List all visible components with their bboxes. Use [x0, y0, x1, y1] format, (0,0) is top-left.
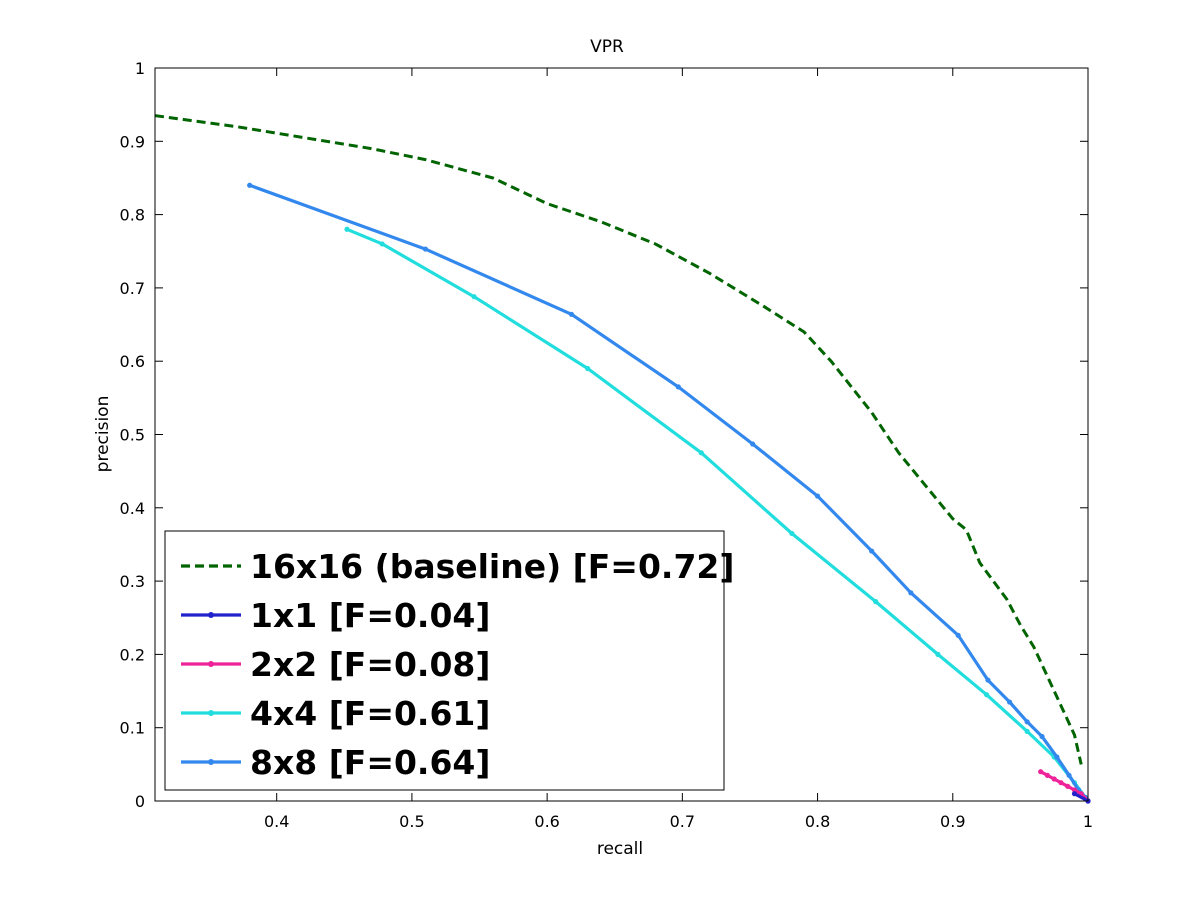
x-tick-label: 0.8 [805, 812, 830, 831]
legend-marker [208, 661, 214, 667]
data-point [869, 548, 875, 554]
data-point [1054, 754, 1060, 760]
chart-title: VPR [590, 37, 624, 57]
legend-label: 8x8 [F=0.64] [250, 743, 490, 782]
y-tick-label: 0.7 [120, 279, 145, 298]
x-tick-label: 0.4 [264, 812, 289, 831]
data-point [1058, 780, 1064, 786]
y-tick-label: 0.5 [120, 426, 145, 445]
data-point [1071, 791, 1078, 797]
data-point [247, 182, 253, 188]
data-point [675, 384, 681, 390]
y-tick-label: 0.6 [120, 352, 145, 371]
y-tick-label: 0.8 [120, 206, 145, 225]
data-point [1051, 776, 1057, 782]
data-point [789, 530, 795, 537]
y-tick-label: 0.3 [120, 572, 145, 591]
data-point [1065, 783, 1071, 789]
x-tick-label: 1 [1083, 812, 1093, 831]
legend-marker [208, 710, 214, 716]
legend-label: 4x4 [F=0.61] [250, 694, 490, 733]
y-axis: 0 0.1 0.2 0.3 0.4 0.5 0.6 0.7 0.8 0.9 1 [120, 59, 1088, 811]
x-tick-label: 0.5 [399, 812, 424, 831]
legend-label: 1x1 [F=0.04] [250, 596, 490, 635]
x-tick-label: 0.9 [940, 812, 965, 831]
data-point [1071, 787, 1078, 793]
data-point [750, 441, 756, 447]
legend-marker [208, 759, 214, 765]
x-axis: 0.4 0.5 0.6 0.7 0.8 0.9 1 [264, 68, 1093, 831]
data-point [955, 632, 961, 638]
data-point [935, 651, 941, 658]
legend-box [164, 530, 725, 791]
data-point [908, 590, 914, 596]
legend: 16x16 (baseline) [F=0.72] 1x1 [F=0.04] 2x2… [164, 530, 734, 791]
data-point [1039, 733, 1045, 740]
series-line-0 [154, 114, 1083, 765]
data-point [379, 241, 385, 247]
data-point [1024, 728, 1030, 734]
y-tick-label: 0.2 [120, 645, 145, 664]
y-axis-label: precision [93, 396, 113, 473]
data-point [1038, 769, 1044, 775]
x-tick-label: 0.6 [534, 812, 559, 831]
legend-label: 2x2 [F=0.08] [250, 645, 490, 684]
data-point [471, 294, 477, 300]
data-point [985, 677, 991, 683]
x-tick-label: 0.7 [670, 812, 695, 831]
data-point [1044, 772, 1051, 778]
y-tick-label: 0.1 [120, 719, 145, 738]
series-line-4 [249, 183, 1090, 802]
data-point [1006, 699, 1013, 705]
y-tick-label: 0 [135, 792, 145, 811]
x-axis-label: recall [597, 839, 643, 859]
data-point [873, 599, 879, 605]
plot-area [154, 114, 1091, 804]
legend-label: 16x16 (baseline) [F=0.72] [250, 547, 734, 586]
data-point [344, 226, 350, 232]
data-point [568, 311, 575, 317]
data-point [422, 246, 429, 252]
legend-marker [208, 612, 214, 618]
data-point [698, 450, 704, 456]
y-tick-label: 1 [135, 59, 145, 78]
data-point [1024, 719, 1030, 725]
y-tick-label: 0.4 [120, 499, 145, 518]
data-point [983, 692, 990, 698]
data-point [585, 365, 591, 372]
data-point [814, 493, 821, 499]
y-tick-label: 0.9 [120, 132, 145, 151]
data-point [1066, 772, 1072, 778]
